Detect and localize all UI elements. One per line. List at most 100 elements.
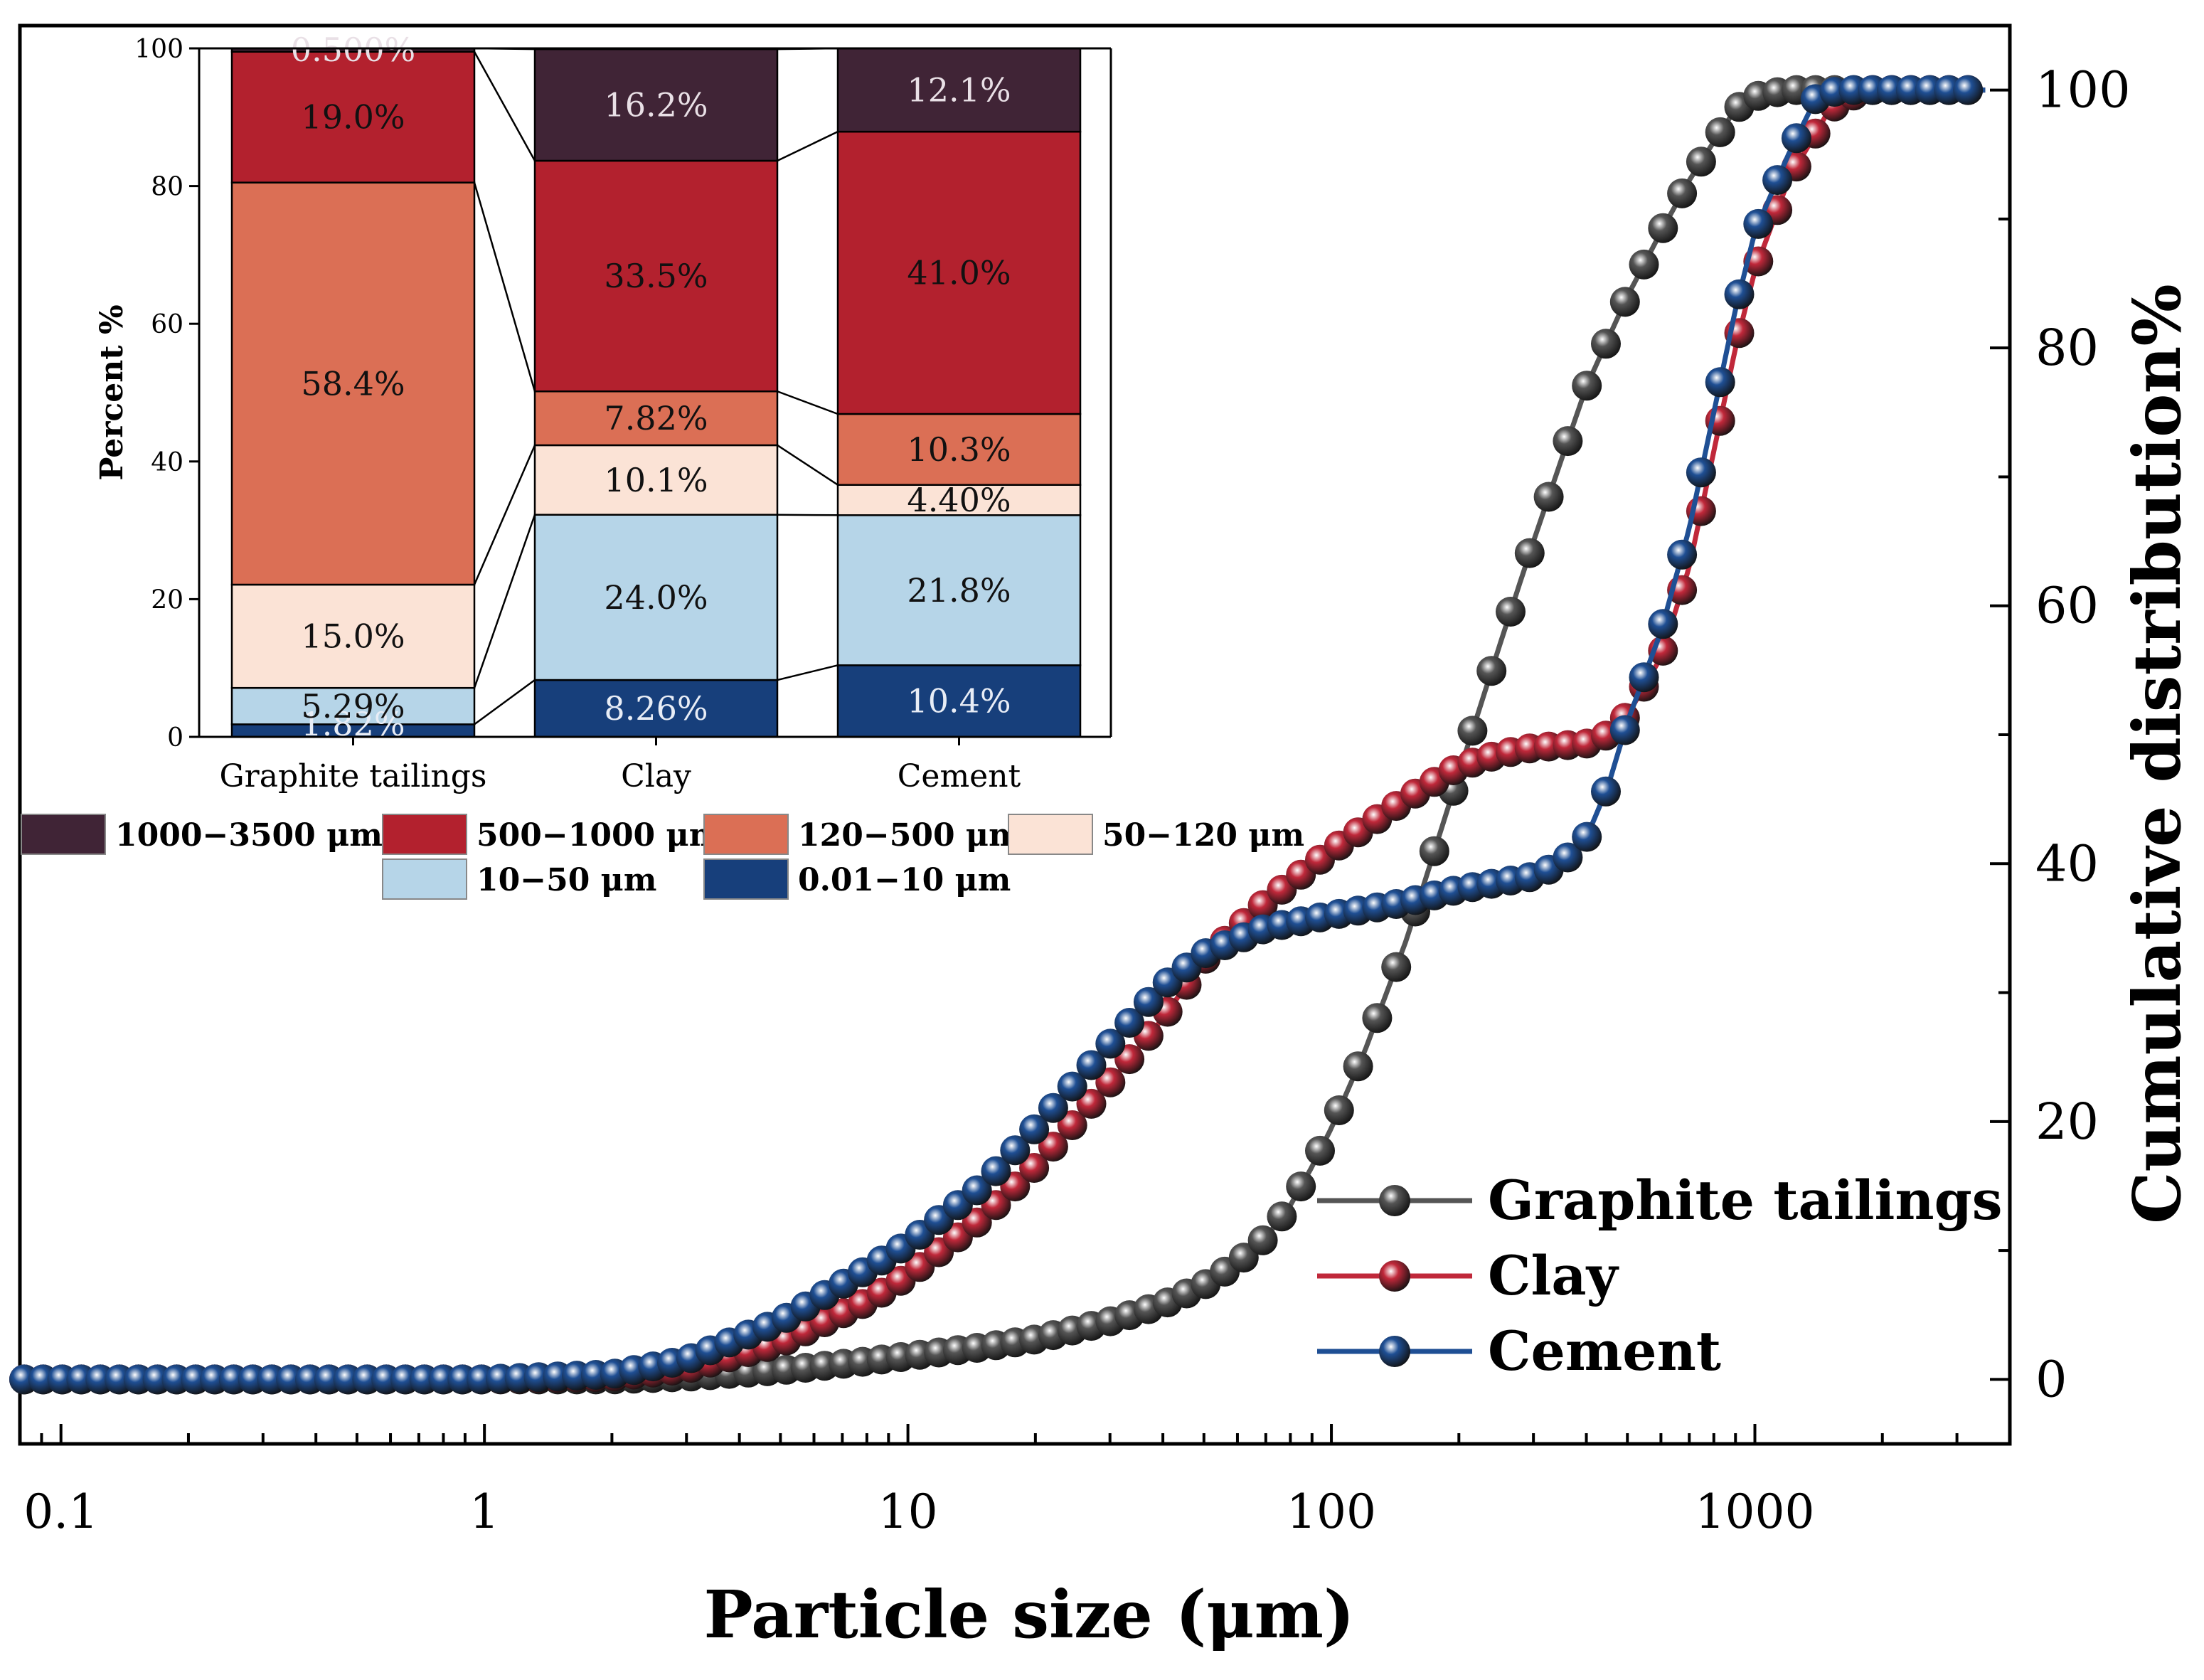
- bar-segment: [533, 48, 779, 162]
- inset-legend-entry: 50−120 μm: [1008, 814, 1304, 855]
- inset-legend-swatch: [703, 814, 789, 855]
- legend-marker: [1379, 1185, 1410, 1216]
- data-point: [1648, 213, 1678, 243]
- inset-legend-swatch: [1008, 814, 1093, 855]
- data-point: [1553, 842, 1583, 873]
- inset-legend-swatch: [382, 814, 467, 855]
- bar-segment: [836, 47, 1082, 133]
- bar-connector: [473, 514, 536, 689]
- segment-label: 8.26%: [604, 689, 708, 728]
- data-point: [1343, 1051, 1373, 1082]
- bar-connector: [474, 679, 536, 725]
- segment-label: 10.1%: [604, 461, 708, 499]
- data-point: [1591, 776, 1621, 807]
- bar-connector: [473, 51, 536, 161]
- data-point: [1667, 178, 1698, 208]
- data-point: [1095, 1028, 1126, 1059]
- data-point: [1076, 1050, 1107, 1080]
- segment-label: 10.3%: [907, 430, 1011, 469]
- bar-segment: [836, 514, 1082, 666]
- y-tick-label: 60: [2035, 577, 2099, 635]
- data-point: [1629, 249, 1659, 280]
- x-tick-label: 100: [1287, 1484, 1376, 1539]
- bar-connector: [777, 664, 839, 681]
- data-point: [962, 1175, 992, 1206]
- segment-label: 24.0%: [604, 578, 708, 617]
- data-point: [1476, 656, 1507, 686]
- bar-connector: [777, 514, 839, 516]
- inset-legend-entry: 0.01−10 μm: [703, 858, 1011, 900]
- segment-label: 16.2%: [604, 86, 708, 124]
- inset-y-tick-label: 20: [151, 585, 183, 615]
- inset-legend-swatch: [703, 858, 789, 900]
- bar-segment: [533, 159, 779, 393]
- inset-y-tick-label: 40: [151, 448, 183, 477]
- data-point: [1572, 822, 1602, 852]
- data-point: [1953, 75, 1984, 105]
- inset-legend-entry: 500−1000 μm: [382, 814, 722, 855]
- bar-segment: [836, 130, 1082, 415]
- data-point: [1572, 371, 1602, 401]
- y-tick-label: 0: [2035, 1350, 2067, 1408]
- data-point: [1686, 147, 1716, 177]
- data-point: [1705, 117, 1735, 147]
- data-point: [962, 1207, 992, 1238]
- inset-category-label: Cement: [898, 758, 1021, 794]
- segment-label: 12.1%: [907, 71, 1011, 110]
- inset-chart: 1.82%5.29%15.0%58.4%19.0%0.500%8.26%24.0…: [21, 31, 1304, 900]
- data-point: [1419, 836, 1449, 866]
- legend-entry: Graphite tailings: [1317, 1169, 2003, 1232]
- data-point: [1362, 1003, 1393, 1033]
- bar-connector: [473, 445, 536, 585]
- bar-connector: [473, 182, 536, 392]
- data-point: [1095, 1067, 1126, 1097]
- segment-label: 7.82%: [604, 399, 708, 437]
- legend-marker: [1379, 1260, 1410, 1292]
- bar-clay: [533, 48, 779, 738]
- bar-segment: [836, 664, 1082, 738]
- legend-entry: Cement: [1317, 1319, 1721, 1383]
- bar-segment: [533, 444, 779, 516]
- data-point: [1324, 1095, 1354, 1125]
- y-axis-title: Cumulative distribution%: [2119, 284, 2195, 1224]
- data-point: [1038, 1132, 1068, 1162]
- data-point: [1533, 482, 1564, 512]
- data-point: [1496, 597, 1526, 627]
- legend-label: Clay: [1488, 1244, 1619, 1307]
- x-tick-label: 1000: [1695, 1484, 1815, 1539]
- inset-legend-swatch: [382, 858, 467, 900]
- legend-entry: Clay: [1317, 1244, 1619, 1307]
- data-point: [1686, 457, 1716, 488]
- inset-category-label: Clay: [621, 758, 691, 794]
- inset-legend-swatch: [21, 814, 106, 855]
- data-point: [1114, 1008, 1145, 1038]
- data-point: [1057, 1071, 1087, 1102]
- data-point: [1743, 208, 1774, 239]
- x-tick-label: 1: [469, 1484, 499, 1539]
- legend-marker: [1379, 1336, 1410, 1367]
- inset-y-tick-label: 100: [134, 35, 183, 64]
- inset-legend-label: 50−120 μm: [1102, 817, 1304, 854]
- x-tick-label: 10: [878, 1484, 938, 1539]
- segment-label: 4.40%: [907, 481, 1011, 519]
- data-point: [1591, 329, 1621, 359]
- inset-legend-label: 1000−3500 μm: [115, 817, 383, 854]
- data-point: [1286, 1171, 1316, 1202]
- data-point: [1057, 1110, 1087, 1140]
- bar-segment: [836, 484, 1082, 516]
- bar-connector: [777, 131, 839, 162]
- data-point: [1648, 609, 1678, 639]
- y-tick-label: 80: [2035, 319, 2099, 377]
- segment-label: 41.0%: [907, 254, 1011, 292]
- data-point: [1705, 367, 1735, 398]
- segment-label: 10.4%: [907, 682, 1011, 721]
- inset-legend-entry: 120−500 μm: [703, 814, 1022, 855]
- data-point: [1553, 426, 1583, 457]
- data-point: [1000, 1135, 1031, 1166]
- inset-y-tick-label: 0: [167, 723, 183, 753]
- data-point: [1457, 716, 1488, 746]
- legend-label: Graphite tailings: [1488, 1169, 2003, 1232]
- data-point: [1667, 539, 1698, 570]
- y-tick-label: 40: [2035, 834, 2099, 893]
